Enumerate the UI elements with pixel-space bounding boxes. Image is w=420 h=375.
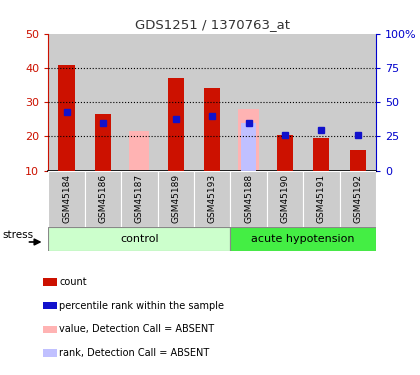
Bar: [158, 34, 194, 171]
Bar: [48, 34, 85, 171]
Text: GSM45188: GSM45188: [244, 174, 253, 223]
Bar: [230, 34, 267, 171]
Bar: [95, 114, 111, 171]
Text: GSM45193: GSM45193: [207, 174, 217, 223]
Bar: [239, 109, 259, 171]
Bar: [267, 34, 303, 171]
Bar: [43, 278, 57, 285]
Text: percentile rank within the sample: percentile rank within the sample: [59, 301, 224, 310]
Bar: [43, 350, 57, 357]
Text: value, Detection Call = ABSENT: value, Detection Call = ABSENT: [59, 324, 214, 334]
Text: GSM45187: GSM45187: [135, 174, 144, 223]
Bar: [194, 34, 230, 171]
Text: stress: stress: [3, 230, 34, 240]
Bar: [121, 171, 158, 227]
Bar: [303, 171, 339, 227]
Title: GDS1251 / 1370763_at: GDS1251 / 1370763_at: [134, 18, 290, 31]
Bar: [158, 171, 194, 227]
Text: rank, Detection Call = ABSENT: rank, Detection Call = ABSENT: [59, 348, 209, 358]
Bar: [48, 227, 230, 251]
Bar: [85, 34, 121, 171]
Bar: [230, 171, 267, 227]
Text: GSM45184: GSM45184: [62, 174, 71, 223]
Bar: [349, 150, 366, 171]
Bar: [313, 138, 330, 171]
Bar: [267, 171, 303, 227]
Bar: [48, 171, 85, 227]
Bar: [168, 78, 184, 171]
Bar: [43, 326, 57, 333]
Text: GSM45192: GSM45192: [353, 174, 362, 223]
Bar: [85, 171, 121, 227]
Bar: [43, 302, 57, 309]
Bar: [58, 64, 75, 171]
Text: GSM45189: GSM45189: [171, 174, 180, 223]
Text: acute hypotension: acute hypotension: [251, 234, 355, 244]
Text: control: control: [120, 234, 159, 244]
Bar: [303, 34, 339, 171]
Text: count: count: [59, 277, 87, 287]
Bar: [129, 131, 150, 171]
Bar: [277, 135, 293, 171]
Bar: [230, 227, 376, 251]
Bar: [121, 34, 158, 171]
Text: GSM45190: GSM45190: [281, 174, 289, 223]
Text: GSM45186: GSM45186: [98, 174, 108, 223]
Text: GSM45191: GSM45191: [317, 174, 326, 223]
Bar: [339, 171, 376, 227]
Bar: [204, 88, 221, 171]
Bar: [339, 34, 376, 171]
Bar: [241, 123, 255, 171]
Bar: [194, 171, 230, 227]
